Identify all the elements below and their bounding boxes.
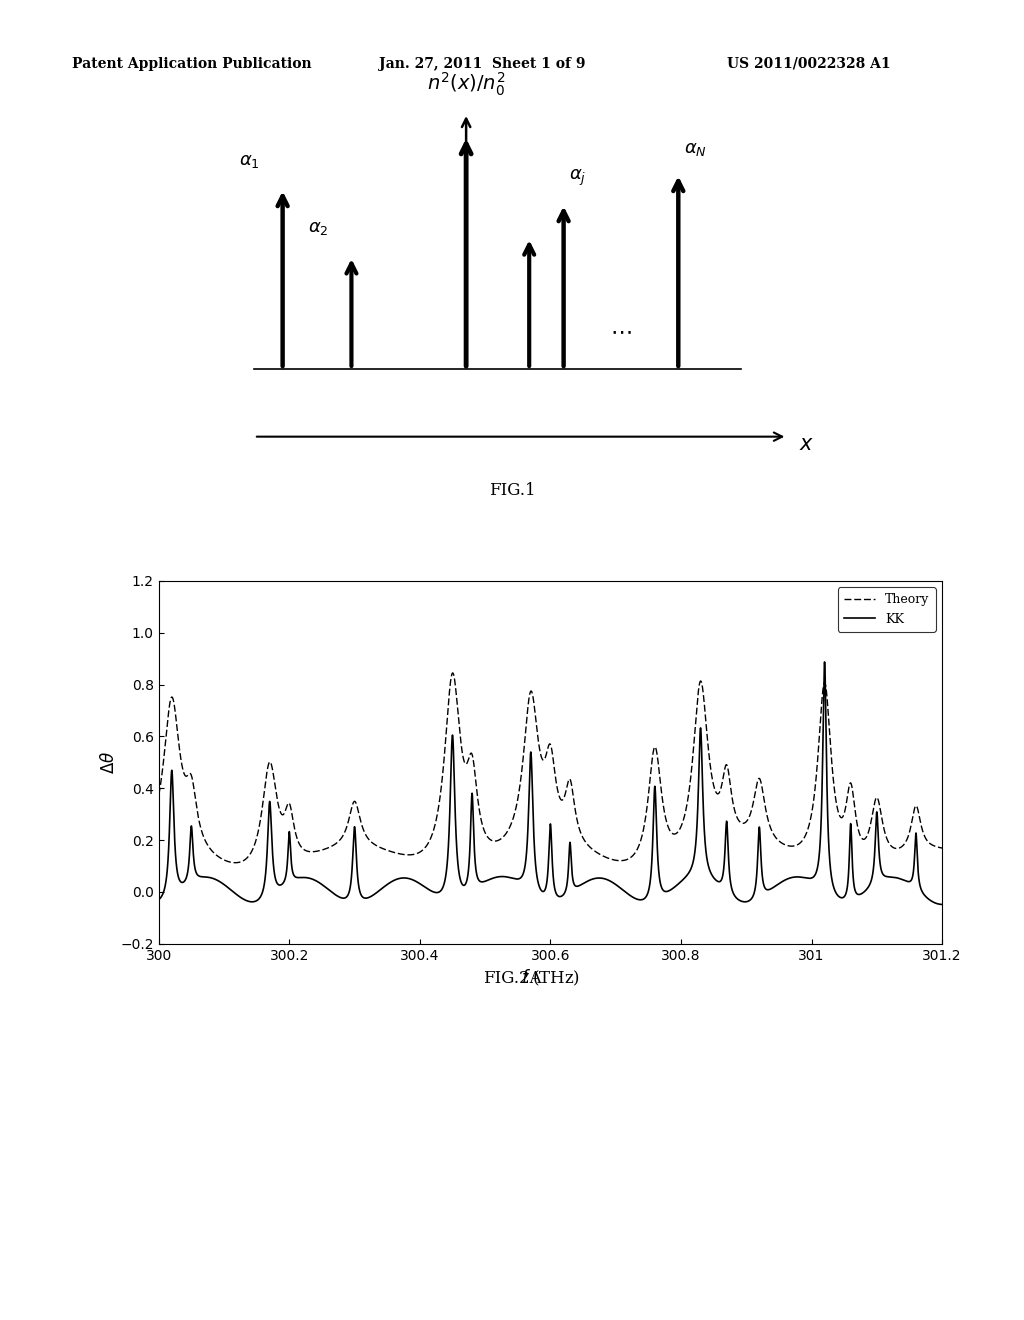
Text: US 2011/0022328 A1: US 2011/0022328 A1 <box>727 57 891 71</box>
Text: $\alpha_j$: $\alpha_j$ <box>569 168 587 189</box>
Text: FIG.1: FIG.1 <box>488 482 536 499</box>
Legend: Theory, KK: Theory, KK <box>838 587 936 632</box>
X-axis label: $f$ (THz): $f$ (THz) <box>521 968 580 989</box>
KK <box>650 814 663 830</box>
KK <box>436 880 449 896</box>
Theory <box>775 836 787 851</box>
KK <box>775 874 787 890</box>
Y-axis label: $\Delta\theta$: $\Delta\theta$ <box>99 751 118 774</box>
Text: $\cdots$: $\cdots$ <box>610 321 632 342</box>
Theory <box>446 665 459 681</box>
Theory <box>650 743 663 759</box>
KK <box>616 882 629 898</box>
Theory <box>436 768 449 784</box>
Line: Theory: Theory <box>159 673 942 863</box>
Theory <box>616 853 629 869</box>
KK <box>733 892 745 908</box>
Theory <box>153 787 165 803</box>
Theory <box>733 813 745 829</box>
Theory <box>191 808 204 824</box>
KK <box>153 892 165 908</box>
Text: FIG.2A: FIG.2A <box>482 970 542 987</box>
KK <box>191 867 204 883</box>
Text: $\alpha_1$: $\alpha_1$ <box>239 152 260 169</box>
Text: Jan. 27, 2011  Sheet 1 of 9: Jan. 27, 2011 Sheet 1 of 9 <box>379 57 586 71</box>
Theory <box>936 840 948 855</box>
KK <box>936 896 948 912</box>
Line: KK: KK <box>159 661 942 904</box>
Theory <box>229 855 242 871</box>
Text: $\alpha_N$: $\alpha_N$ <box>684 140 707 158</box>
Text: $\alpha_2$: $\alpha_2$ <box>308 219 329 238</box>
KK <box>818 653 830 669</box>
Text: $n^2(x)/n_0^2$: $n^2(x)/n_0^2$ <box>427 71 505 98</box>
Text: Patent Application Publication: Patent Application Publication <box>72 57 311 71</box>
Text: $x$: $x$ <box>799 434 814 454</box>
